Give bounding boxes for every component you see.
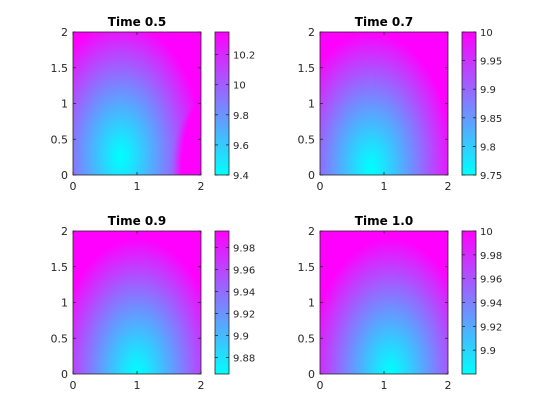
y-tick-label: 2 [308,26,315,39]
y-tick-label: 1.5 [51,62,69,75]
colorbar-tick-label: 9.96 [233,266,255,277]
x-tick-label: 2 [445,180,452,193]
heatmap-surface [73,32,201,175]
colorbar-tick-label: 10.2 [233,51,255,62]
heatmap-surface [320,32,448,175]
x-tick-label: 1 [381,379,388,392]
colorbar-tick-label: 10 [480,28,493,39]
y-tick-label: 0.5 [298,332,316,345]
x-tick-label: 0 [70,379,77,392]
colorbar-tick-label: 9.8 [233,111,249,122]
x-tick-label: 2 [198,379,205,392]
x-tick-label: 0 [317,379,324,392]
y-tick-label: 0 [308,368,315,381]
colorbar [214,230,230,375]
colorbar [461,31,477,176]
colorbar-tick-label: 9.75 [480,171,502,182]
x-tick-label: 0 [70,180,77,193]
colorbar-tick-label: 9.94 [480,299,502,310]
y-tick-label: 1 [308,98,315,111]
y-tick-label: 0.5 [51,332,69,345]
x-tick-label: 1 [134,379,141,392]
colorbar-tick-label: 9.8 [480,142,496,153]
colorbar-tick-label: 9.9 [233,332,249,343]
colorbar-tick-label: 10 [233,81,246,92]
y-tick-label: 0 [61,169,68,182]
colorbar-tick-label: 9.98 [480,251,502,262]
colorbar-tick-label: 9.6 [233,141,249,152]
y-tick-label: 0 [61,368,68,381]
y-tick-label: 1 [61,98,68,111]
colorbar-tick-label: 9.94 [233,288,255,299]
colorbar-tick-label: 9.95 [480,57,502,68]
y-tick-label: 1.5 [298,62,316,75]
colorbar-tick-label: 9.92 [233,310,255,321]
y-tick-label: 1.5 [51,261,69,274]
y-tick-label: 2 [61,225,68,238]
x-tick-label: 2 [198,180,205,193]
subplot-title: Time 1.0 [355,214,413,228]
subplot-title: Time 0.5 [108,15,166,29]
y-tick-label: 2 [308,225,315,238]
colorbar-tick-label: 9.96 [480,275,502,286]
subplot-title: Time 0.7 [355,15,413,29]
colorbar-tick-label: 9.9 [480,346,496,357]
subplot-1: Time 0.5 0 1 2 0 0.5 1 1.5 2 9.4 9.6 9.8 10 10.2 [51,15,256,193]
y-tick-label: 2 [61,26,68,39]
y-tick-label: 0.5 [298,133,316,146]
subplot-3: Time 0.9 0 1 2 0 0.5 1 1.5 2 9.88 9.9 9.92 9.94 9.96 9… [51,214,256,392]
x-tick-label: 1 [134,180,141,193]
x-tick-label: 0 [317,180,324,193]
colorbar-tick-label: 9.85 [480,114,502,125]
colorbar-tick-label: 10 [480,227,493,238]
y-tick-label: 1 [61,297,68,310]
y-tick-label: 1.5 [298,261,316,274]
x-tick-label: 1 [381,180,388,193]
heatmap-surface [320,231,448,374]
y-tick-label: 0.5 [51,133,69,146]
y-tick-label: 1 [308,297,315,310]
subplot-title: Time 0.9 [108,214,166,228]
y-tick-label: 0 [308,169,315,182]
subplot-2: Time 0.7 0 1 2 0 0.5 1 1.5 2 9.75 9.8 9.85 9.9 9.95 10 [298,15,503,193]
x-tick-label: 2 [445,379,452,392]
colorbar-tick-label: 9.4 [233,171,249,182]
subplot-4: Time 1.0 0 1 2 0 0.5 1 1.5 2 9.9 9.92 9.94 9.96 9.98 1… [298,214,503,392]
colorbar-tick-label: 9.9 [480,85,496,96]
colorbar [214,31,230,176]
heatmap-surface [73,231,201,374]
colorbar-tick-label: 9.98 [233,244,255,255]
colorbar-tick-label: 9.88 [233,354,255,365]
colorbar-tick-label: 9.92 [480,322,502,333]
